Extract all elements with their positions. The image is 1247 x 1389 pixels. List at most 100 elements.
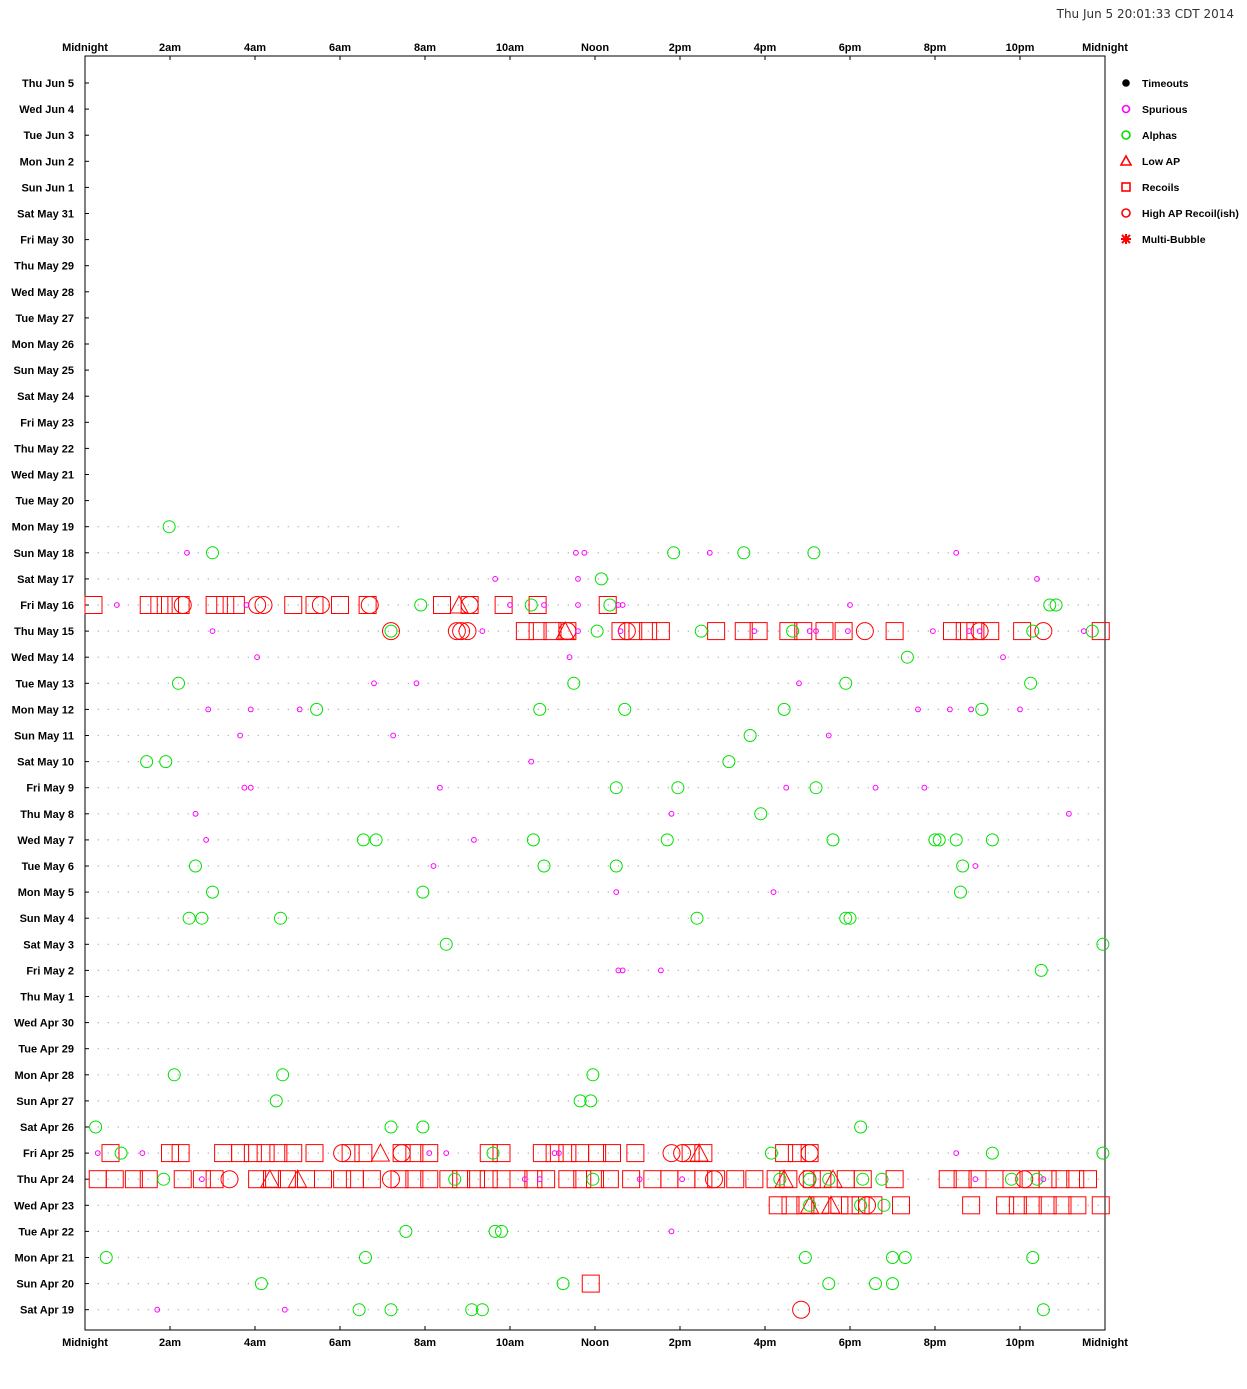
- legend-item-alphas: Alphas: [1121, 130, 1177, 142]
- alpha-marker: [584, 1094, 598, 1108]
- spurious-marker: [976, 628, 983, 634]
- recoil-marker: [284, 1144, 303, 1163]
- legend-item-multi: Multi-Bubble: [1121, 234, 1206, 246]
- recoil-marker: [297, 1170, 315, 1189]
- alpha-marker: [439, 937, 453, 951]
- recoil-marker: [231, 1144, 250, 1163]
- alpha-marker: [590, 624, 604, 638]
- recoil-marker: [345, 1170, 364, 1189]
- alpha-marker: [807, 546, 821, 560]
- x-tick-label-top: 6am: [329, 42, 351, 54]
- alpha-marker: [399, 1224, 413, 1238]
- recoil-marker: [173, 1170, 192, 1189]
- spurious-marker: [536, 1176, 543, 1183]
- recoil-marker: [892, 1196, 910, 1215]
- alpha-marker: [159, 755, 173, 769]
- recoil-marker: [494, 596, 513, 614]
- day-label: Mon May 19: [12, 522, 74, 534]
- alpha-marker: [694, 624, 708, 638]
- day-label: Tue Apr 29: [18, 1044, 74, 1056]
- alpha-marker: [690, 911, 704, 925]
- spurious-marker: [241, 784, 248, 791]
- spurious-marker: [430, 863, 437, 869]
- recoil-marker: [243, 1144, 262, 1163]
- x-axis-bottom: Midnight 2am 4am 6am 8am 10am Noon 2pm 4pm 6pm 8pm…: [62, 1326, 1128, 1349]
- legend-item-timeouts: Timeouts: [1122, 78, 1189, 90]
- alpha-marker: [537, 859, 551, 873]
- recoil-marker: [161, 1144, 179, 1163]
- recoil-marker: [558, 1170, 577, 1189]
- recoil-marker: [836, 1170, 855, 1189]
- legend-item-high_ap: High AP Recoil(ish): [1121, 208, 1239, 220]
- spurious-marker: [184, 549, 190, 556]
- recoil-marker: [938, 1170, 957, 1189]
- recoil-marker: [1091, 622, 1110, 641]
- spurious-marker: [507, 602, 513, 608]
- recoil-marker: [834, 622, 853, 641]
- recoil-marker: [622, 1170, 641, 1189]
- recoil-marker: [775, 1144, 794, 1163]
- recoil-marker: [84, 596, 103, 614]
- day-label: Tue May 20: [16, 496, 75, 508]
- recoil-marker: [405, 1170, 424, 1189]
- spurious-marker: [636, 1176, 643, 1183]
- spurious-marker: [1017, 706, 1023, 713]
- high-ap-recoil-marker: [173, 596, 192, 614]
- x-tick-label-top: 8am: [414, 42, 436, 54]
- recoil-marker: [150, 596, 169, 614]
- recoil-marker: [171, 1144, 190, 1163]
- recoil-marker: [305, 1144, 324, 1163]
- spurious-marker: [972, 1176, 979, 1183]
- recoil-marker: [277, 1170, 296, 1189]
- x-tick-label-bottom: Midnight: [1082, 1337, 1128, 1349]
- high-ap-recoil-marker: [662, 1144, 681, 1163]
- legend-label: High AP Recoil(ish): [1142, 208, 1239, 220]
- recoil-marker: [420, 1144, 439, 1163]
- high-ap-recoil-marker: [460, 596, 479, 614]
- recoil-marker: [841, 1196, 859, 1215]
- legend-item-spurious: Spurious: [1121, 104, 1188, 116]
- day-label: Thu May 15: [14, 626, 74, 638]
- spurious-marker: [872, 784, 879, 791]
- alpha-marker: [384, 1120, 398, 1134]
- x-tick-label-bottom: 6am: [329, 1337, 351, 1349]
- x-tick-label-bottom: 8pm: [924, 1337, 947, 1349]
- alpha-marker: [182, 911, 196, 925]
- day-label: Mon Jun 2: [20, 156, 74, 168]
- recoil-marker: [955, 622, 974, 641]
- spurious-marker: [581, 549, 588, 556]
- day-label: Tue Apr 22: [18, 1226, 74, 1238]
- spurious-marker: [281, 1306, 288, 1313]
- spurious-marker: [844, 628, 851, 634]
- recoil-marker: [331, 596, 349, 614]
- recoil-marker: [545, 1144, 564, 1163]
- day-label: Sun Apr 20: [16, 1279, 74, 1291]
- y-axis-day-labels: Thu Jun 5 Wed Jun 4 Tue Jun 3 Mon Jun 2 Sun …: [11, 78, 89, 1317]
- high-ap-recoil-marker: [447, 622, 466, 641]
- day-label: Sat May 24: [17, 391, 75, 403]
- alpha-marker: [1030, 1172, 1044, 1186]
- alpha-marker: [877, 1198, 891, 1212]
- alpha-marker: [352, 1303, 366, 1317]
- alpha-marker: [586, 1068, 600, 1082]
- spurious-marker: [443, 1150, 450, 1156]
- x-tick-label-bottom: 8am: [414, 1337, 436, 1349]
- alpha-marker: [448, 1172, 462, 1186]
- recoil-marker: [611, 622, 630, 641]
- alpha-marker: [533, 702, 547, 716]
- x-tick-label-bottom: 6pm: [839, 1337, 862, 1349]
- multi-bubble-legend-marker: [1121, 234, 1131, 244]
- low-ap-legend-marker: [1119, 154, 1133, 166]
- spurious-marker: [528, 758, 535, 765]
- recoil-marker: [284, 596, 303, 614]
- spurious-marker: [613, 889, 620, 895]
- spurious-marker: [929, 628, 936, 634]
- spurious-marker: [1000, 654, 1006, 661]
- day-label: Thu May 1: [20, 992, 74, 1004]
- recoil-marker: [1023, 1196, 1042, 1215]
- recoil-marker: [101, 1144, 120, 1163]
- recoil-marker: [341, 1144, 360, 1163]
- alpha-marker: [886, 1277, 899, 1291]
- x-tick-label-top: 4am: [244, 42, 266, 54]
- alpha-marker: [985, 1146, 999, 1160]
